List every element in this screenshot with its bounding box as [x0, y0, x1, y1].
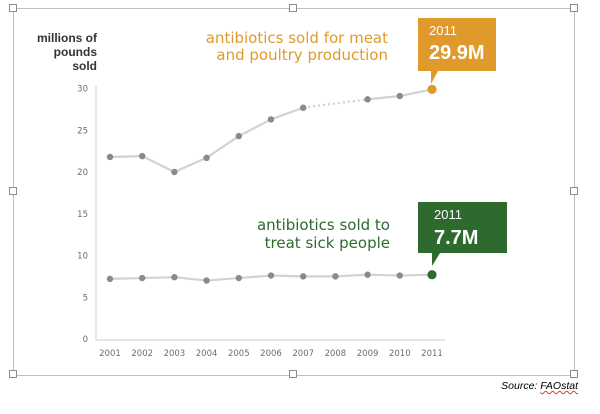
y-tick-label: 5 — [83, 293, 88, 303]
x-tick-label: 2011 — [421, 349, 443, 359]
source-note: Source: FAOstat — [501, 380, 578, 392]
callout-meat-value: 29.9M — [429, 42, 485, 64]
series-label-meat-line-2: and poultry production — [216, 46, 388, 64]
data-point — [396, 272, 403, 279]
data-point — [171, 274, 178, 281]
series-line-segment — [206, 276, 239, 282]
data-point — [171, 168, 178, 176]
data-point — [235, 274, 242, 282]
x-tick-label: 2005 — [228, 349, 250, 359]
series-line-segment — [399, 88, 433, 98]
series-line-segment — [109, 155, 143, 159]
resize-handle-bottom-center[interactable] — [289, 370, 297, 378]
series-sick-people — [106, 270, 437, 284]
callout-sick-value: 7.7M — [434, 227, 478, 249]
y-tick-label: 15 — [77, 210, 88, 220]
x-tick-label: 2004 — [196, 349, 218, 359]
series-meat-poultry — [106, 84, 437, 176]
resize-handle-middle-left[interactable] — [9, 187, 17, 195]
x-tick-label: 2007 — [292, 349, 314, 359]
y-tick-label: 10 — [77, 252, 88, 262]
callout-meat-year: 2011 — [429, 23, 457, 38]
y-axis-label-line-1: millions of — [37, 31, 98, 45]
series-line-segment — [238, 274, 272, 280]
x-tick-label: 2009 — [357, 349, 379, 359]
y-axis-label-line-2: pounds — [54, 45, 98, 59]
series-line-segment — [174, 276, 207, 282]
resize-handle-top-right[interactable] — [570, 4, 578, 12]
data-point — [203, 154, 210, 162]
data-point — [332, 273, 339, 280]
y-tick-label: 25 — [77, 126, 88, 136]
y-tick-label: 20 — [77, 168, 88, 178]
data-point — [203, 277, 210, 284]
series-label-meat-line-1: antibiotics sold for meat — [206, 29, 388, 47]
source-name: FAOstat — [540, 380, 578, 392]
data-point — [364, 96, 371, 103]
series-line-segment — [142, 276, 175, 280]
callout-sick-year: 2011 — [434, 207, 462, 222]
y-tick-label: 30 — [77, 85, 88, 95]
data-point — [235, 132, 242, 140]
series-line-segment — [367, 94, 400, 101]
series-line-segment — [205, 135, 240, 159]
source-prefix: Source: — [501, 380, 541, 392]
data-point — [300, 273, 307, 280]
series-line-segment — [335, 273, 368, 278]
series-line-segment — [399, 273, 433, 277]
data-point — [267, 116, 275, 123]
data-point — [106, 153, 114, 161]
series-line-segment — [141, 155, 175, 173]
series-label-sick-line-1: antibiotics sold to — [257, 216, 390, 234]
series-line-segment — [270, 106, 304, 121]
callout-sick: 2011 7.7M — [418, 202, 507, 266]
series-line-segment — [238, 118, 272, 138]
series-line-segment — [270, 274, 304, 278]
y-tick-labels: 0 5 10 15 20 25 30 — [77, 85, 88, 346]
series-label-sick-line-2: treat sick people — [265, 234, 390, 252]
resize-handle-bottom-right[interactable] — [570, 370, 578, 378]
highlight-point — [427, 270, 437, 280]
callout-sick-box — [418, 202, 507, 266]
x-tick-label: 2010 — [389, 349, 411, 359]
series-line-segment — [109, 276, 143, 280]
x-tick-label: 2002 — [131, 349, 153, 359]
data-point — [267, 272, 275, 279]
series-line-segment — [173, 156, 208, 174]
x-tick-label: 2006 — [260, 349, 282, 359]
y-axis-label-line-3: sold — [72, 59, 97, 73]
data-point — [396, 92, 403, 100]
series-line-segment — [303, 98, 368, 109]
x-tick-label: 2001 — [99, 349, 121, 359]
data-point — [139, 152, 146, 160]
data-point — [300, 104, 307, 111]
callout-meat: 2011 29.9M — [418, 18, 496, 84]
resize-handle-top-left[interactable] — [9, 4, 17, 12]
x-tick-label: 2008 — [325, 349, 347, 359]
resize-handle-middle-right[interactable] — [570, 187, 578, 195]
highlight-point — [427, 84, 437, 94]
data-point — [139, 274, 146, 282]
data-point — [364, 271, 371, 278]
x-tick-labels: 2001 2002 2003 2004 2005 2006 2007 2008 2009 2010… — [99, 349, 443, 359]
series-line-segment — [367, 273, 400, 277]
callout-meat-box — [418, 18, 496, 84]
resize-handle-bottom-left[interactable] — [9, 370, 17, 378]
resize-handle-top-center[interactable] — [289, 4, 297, 12]
data-point — [106, 275, 114, 283]
x-tick-label: 2003 — [164, 349, 186, 359]
y-tick-label: 0 — [83, 335, 88, 345]
